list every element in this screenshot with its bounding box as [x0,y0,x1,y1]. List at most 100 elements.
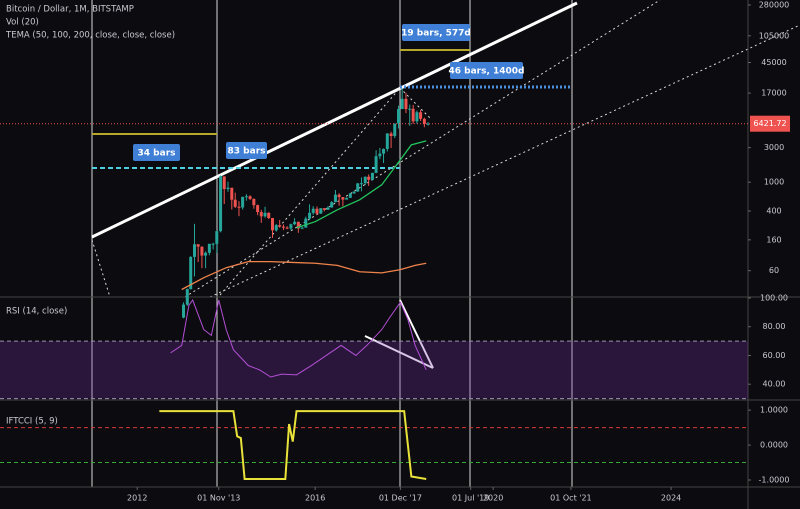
candle-body [204,252,208,256]
candle-body [311,208,315,213]
candle-body [400,98,404,110]
y-tick-label: 105000 [759,31,790,40]
candle-body [300,227,304,229]
y-tick-label: 0.0000 [760,441,788,450]
candle-body [370,172,374,180]
tema-line [296,140,427,229]
candle-body [378,153,382,157]
x-tick-label: 2020 [483,494,503,503]
tema-label: TEMA (50, 100, 200, close, close, close) [5,31,175,41]
candle-body [237,206,241,208]
candle-body [408,108,412,110]
y-tick-label: 40.00 [763,380,786,389]
x-tick-label: 01 Dec '17 [379,494,422,503]
candle-body [419,112,423,119]
candle-body [296,221,300,229]
candle-body [326,207,330,210]
candle-body [259,212,263,217]
annotation-box [226,142,267,159]
y-tick-label: 400 [766,207,781,216]
candle-body [319,208,323,214]
candle-body [304,218,308,228]
last-price-box [750,115,790,132]
candle-body [222,176,226,190]
channel-line [399,87,431,119]
candle-body [196,244,200,247]
candle-body [185,289,189,305]
candle-body [345,197,349,200]
candle-body [415,112,419,122]
annotation-box [450,62,523,79]
candle-body [192,244,196,257]
candle-body [241,196,245,208]
channel-line [219,87,401,296]
candle-body [219,176,223,232]
x-tick-label: 2012 [127,494,147,503]
candle-body [281,226,285,228]
candle-body [215,231,219,244]
rsi-band [0,341,748,399]
y-tick-label: -1.0000 [759,476,790,485]
candle-body [211,243,215,245]
candle-body [397,109,401,124]
iftcci-line [159,410,427,480]
candle-body [274,225,278,231]
y-tick-label: 17000 [761,89,786,98]
candle-body [352,191,356,194]
candle-body [207,243,211,253]
candle-body [374,156,378,173]
candle-body [233,199,237,207]
candle-body [322,208,326,210]
annotation-label: 34 bars [138,149,176,159]
candle-body [289,224,293,229]
y-tick-label: 80.00 [763,322,786,331]
candle-body [330,202,334,208]
candle-body [293,221,297,225]
candle-body [426,123,430,125]
annotation-box [133,144,180,161]
annotation-label: 46 bars, 1400d [448,67,524,77]
y-tick-label: 60 [769,266,779,275]
channel-line [209,24,800,298]
candle-body [315,208,319,214]
annotation-label: 19 bars, 577d [401,29,471,39]
rsi-trend [364,335,434,369]
rsi-line [170,298,427,378]
candle-body [337,194,341,198]
candle-body [189,256,193,290]
candle-body [393,123,397,137]
rsi-trend [399,299,434,369]
tema-line [181,260,427,291]
candle-body [348,193,352,198]
annotation-label: 83 bars [228,147,266,157]
candle-body [252,198,256,206]
trend-line [91,1,578,239]
candle-body [285,227,289,229]
candle-body [248,196,252,199]
y-tick-label: 1000 [764,178,784,187]
iftcci-label: IFTCCI (5, 9) [6,417,58,427]
candle-body [230,187,234,200]
candle-body [359,183,363,185]
candle-body [385,133,389,149]
y-tick-label: 60.00 [763,351,786,360]
candle-body [411,108,415,122]
candle-body [270,218,274,231]
candle-body [200,246,204,256]
candle-body [267,212,271,219]
candle-body [341,197,345,200]
candle-body [244,196,248,198]
annotation-box [402,24,470,41]
candle-body [256,205,260,213]
last-price-label: 6421.72 [753,119,786,128]
y-tick-label: 3000 [764,143,784,152]
candle-body [356,183,360,192]
channel-line [184,0,661,298]
candle-body [278,225,282,227]
drawings [91,0,800,487]
x-tick-label: 01 Nov '13 [197,494,240,503]
x-tick-label: 01 Jul '19 [452,494,489,503]
candle-body [363,176,367,184]
y-tick-label: 160 [766,235,781,244]
